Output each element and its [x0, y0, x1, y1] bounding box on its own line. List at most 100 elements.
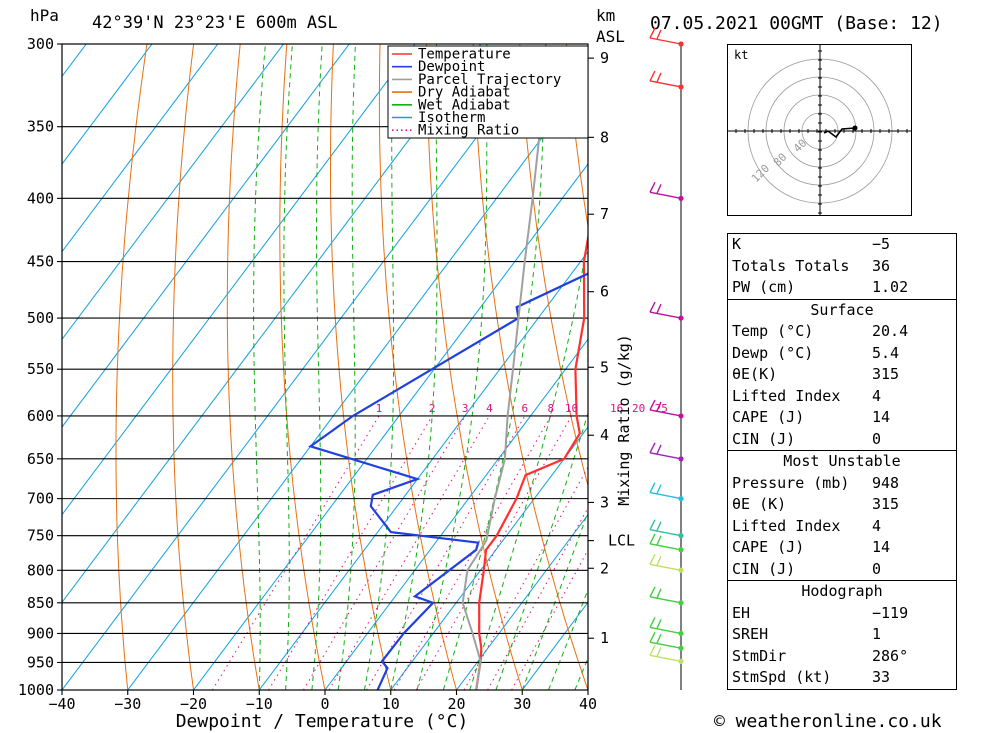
- hodograph-point: [852, 125, 858, 131]
- legend-entry: Parcel Trajectory: [418, 72, 561, 88]
- wind-barb-shaft: [649, 543, 682, 551]
- pressure-tick-label: 700: [27, 490, 54, 508]
- wind-barb-shaft: [649, 641, 682, 649]
- most-unstable-title: Most Unstable: [728, 450, 956, 473]
- wind-barb-flag: [656, 184, 662, 194]
- pressure-tick-label: 950: [27, 653, 54, 671]
- wet-adiabat-line: [337, 44, 356, 690]
- wind-barb-shaft: [649, 191, 682, 200]
- row-surface-cin: CIN (J) 0: [732, 429, 882, 448]
- wind-barb-dot: [678, 658, 684, 664]
- dry-adiabat-line: [378, 44, 458, 690]
- wind-barb-flag: [649, 645, 656, 656]
- isotherm-line: [62, 44, 153, 165]
- dry-adiabat-line: [565, 44, 588, 230]
- wind-barb-dot: [678, 456, 684, 462]
- pressure-tick-label: 800: [27, 561, 54, 579]
- wet-adiabat-line: [283, 44, 293, 690]
- wind-barb-shaft: [649, 596, 682, 604]
- row-surface-temp: Temp (°C) 20.4: [732, 322, 909, 340]
- temperature-tick-label: 0: [320, 695, 329, 713]
- height-tick-label: 5: [600, 358, 609, 376]
- temperature-tick-label: −10: [246, 695, 273, 713]
- temperature-tick-label: 40: [579, 695, 597, 713]
- temperature-tick-label: 30: [513, 695, 531, 713]
- dry-adiabat-line: [472, 44, 588, 690]
- wind-barb-shaft: [649, 37, 682, 45]
- plot-frame: [61, 43, 589, 691]
- isotherm-line: [192, 163, 588, 690]
- dry-adiabat-line: [172, 44, 195, 690]
- height-tick-label: 6: [600, 283, 609, 301]
- temperature-tick-label: −30: [114, 695, 141, 713]
- mixing-ratio-label: 2: [429, 402, 436, 415]
- row-mu-cin: CIN (J) 0: [732, 559, 882, 578]
- dry-adiabat-line: [426, 44, 523, 690]
- mixing-ratio-line: [268, 415, 433, 690]
- wet-adiabat-line: [363, 44, 395, 690]
- wind-barb-dot: [678, 315, 684, 321]
- row-stmdir: StmDir 286°: [732, 646, 909, 665]
- dry-adiabat-line: [519, 44, 588, 488]
- wind-barb-dot: [678, 413, 684, 419]
- row-surface-dewp: Dewp (°C) 5.4: [732, 343, 900, 362]
- pressure-tick-label: 300: [27, 35, 54, 53]
- wind-barb-flag: [649, 586, 656, 598]
- row-mu-cape: CAPE (J) 14: [732, 538, 891, 556]
- wind-barb-flag: [656, 633, 662, 644]
- row-surface-theta: θE(K) 315: [732, 365, 900, 383]
- legend-entry: Temperature: [418, 47, 511, 63]
- row-pw: PW (cm) 1.02: [732, 278, 909, 296]
- isotherm-line: [62, 44, 219, 253]
- mixing-ratio-label: 8: [547, 402, 554, 415]
- legend-box: [387, 45, 589, 139]
- wind-barb-shaft: [649, 80, 682, 88]
- mixing-ratio-label: 1: [376, 402, 383, 415]
- mixing-ratio-label: 20: [632, 402, 645, 415]
- mixing-ratio-label: 6: [521, 402, 528, 415]
- hodograph-ring-label: 80: [771, 151, 790, 170]
- dry-adiabat-line: [226, 44, 260, 690]
- indices-table: K −5 Totals Totals 36 PW (cm) 1.02 Surface …: [727, 233, 957, 690]
- wind-barbs: [649, 27, 684, 690]
- wind-barb-dot: [678, 41, 684, 47]
- height-tick-label: 1: [600, 629, 609, 647]
- wind-barb-flag: [656, 444, 662, 455]
- isotherm-line: [62, 44, 416, 516]
- mixing-ratio-line: [302, 415, 466, 690]
- temperature-line: [475, 232, 588, 690]
- wind-barb-flag: [649, 553, 656, 565]
- legend-entry: Dewpoint: [418, 59, 485, 75]
- isotherm-line: [62, 44, 285, 341]
- wind-barb-flag: [649, 533, 656, 545]
- wind-barb-flag: [656, 521, 662, 531]
- pressure-tick-labels: 300 350 400 450 500 550 600 650 700 750 800 850 900 9…: [18, 35, 54, 699]
- temperature-tick-label: 10: [382, 695, 400, 713]
- temperature-tick-label: −40: [48, 695, 75, 713]
- asl-label: ASL: [596, 27, 625, 46]
- wind-barb-flag: [656, 588, 662, 599]
- x-axis-title: Dewpoint / Temperature (°C): [176, 711, 469, 732]
- row-surface-cape: CAPE (J) 14: [732, 408, 891, 426]
- datetime-title: 07.05.2021 00GMT (Base: 12): [650, 13, 943, 34]
- row-surface-li: Lifted Index 4: [732, 386, 882, 405]
- row-stmspd: StmSpd (kt) 33: [732, 668, 891, 686]
- wind-barb-flag: [649, 482, 656, 493]
- wind-barb-flag: [656, 29, 662, 40]
- row-totals-totals: Totals Totals 36: [732, 256, 891, 275]
- wind-barb-flag: [649, 519, 656, 530]
- isotherm-line: [62, 44, 87, 78]
- wind-barb-shaft: [649, 409, 682, 417]
- temperature-tick-label: −20: [180, 695, 207, 713]
- row-mu-theta: θE (K) 315: [732, 495, 900, 513]
- copyright-link[interactable]: © weatheronline.co.uk: [714, 711, 942, 732]
- height-tick-label: 7: [600, 205, 609, 223]
- wind-barb-dot: [678, 547, 684, 553]
- hodograph-ring-label: 40: [791, 137, 810, 156]
- temperature-tick-labels: −40 −30 −20 −10 0 10 20 30 40: [48, 690, 597, 713]
- wind-barb-flag: [656, 619, 662, 629]
- wind-barb-flag: [649, 617, 656, 628]
- pressure-tick-label: 1000: [18, 681, 54, 699]
